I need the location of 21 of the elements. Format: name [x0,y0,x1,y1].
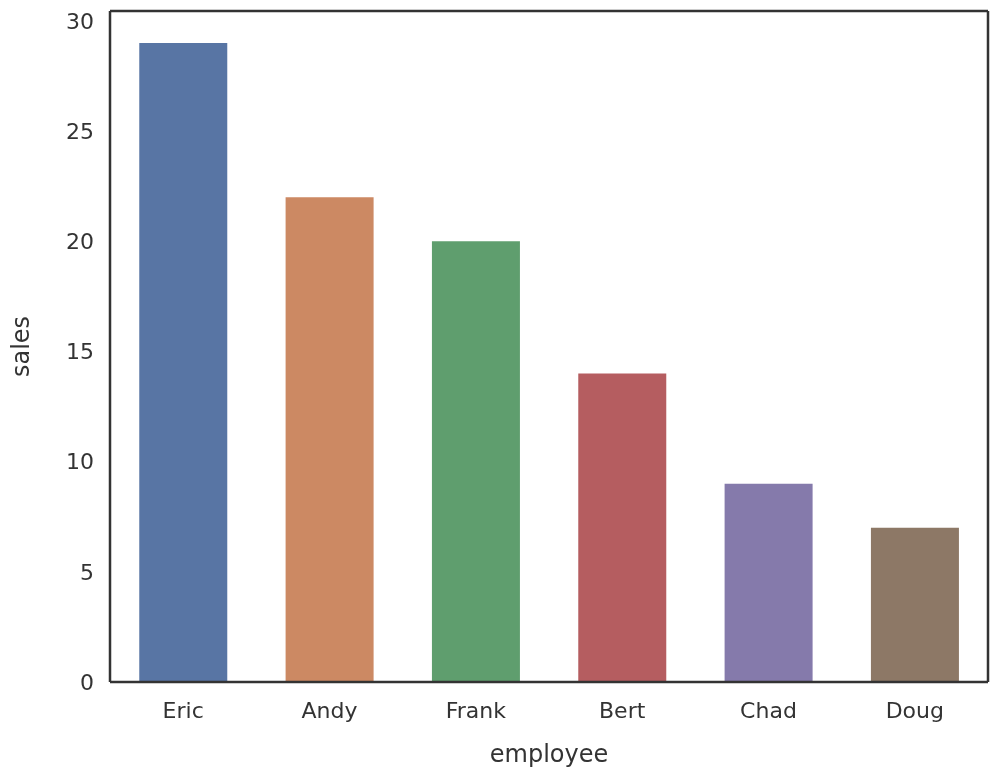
x-axis-title: employee [489,740,609,768]
y-tick-label: 0 [80,669,94,695]
bar [431,241,520,682]
bar [870,527,959,682]
y-tick-label: 25 [66,118,94,144]
x-tick-label: Doug [885,697,944,723]
x-tick-label: Frank [445,697,507,723]
bar [139,42,228,682]
bar [724,483,813,682]
y-tick-label: 10 [66,449,94,475]
bar [578,373,667,682]
x-tick-label: Eric [162,697,204,723]
y-axis-title: sales [6,315,35,378]
x-tick-label: Andy [301,697,358,723]
x-tick-label: Bert [599,697,646,723]
x-tick-label: Chad [740,697,797,723]
bar [285,197,374,682]
y-tick-label: 30 [66,8,94,34]
y-tick-label: 20 [66,229,94,255]
y-tick-label: 5 [80,559,94,585]
y-tick-label: 15 [66,339,94,365]
